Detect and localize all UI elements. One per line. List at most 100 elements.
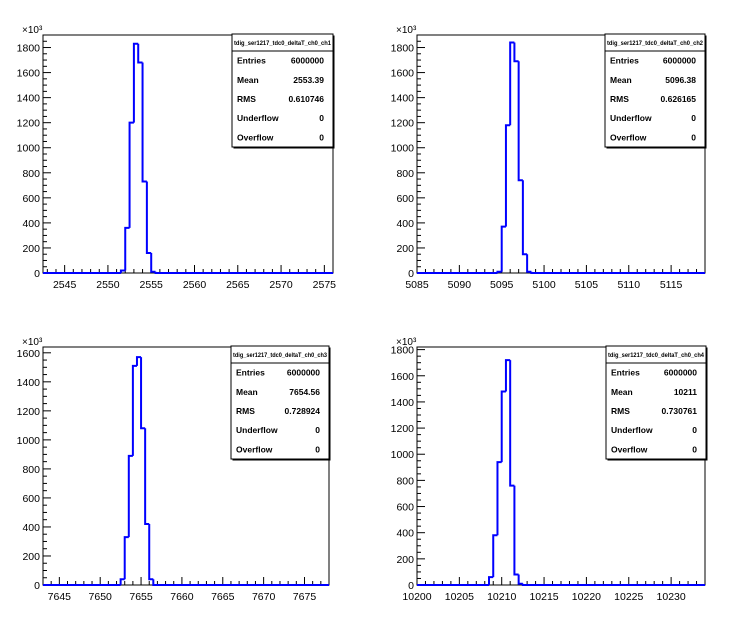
- y-axis-multiplier: ×10³: [396, 337, 417, 348]
- y-tick-label: 1000: [391, 143, 415, 155]
- stats-value: 0.610746: [289, 94, 325, 104]
- histogram-panel: 0 200 400 600 800 1000 1200 1400 1600 1800 10200 10…: [391, 337, 708, 603]
- stats-value: 0.626165: [661, 94, 697, 104]
- x-tick-label: 2545: [53, 279, 77, 291]
- stats-value: 0.730761: [662, 406, 698, 416]
- stats-label: Mean: [236, 387, 258, 397]
- stats-label: Entries: [610, 56, 639, 66]
- histogram-bin: [496, 461, 502, 536]
- stats-label: RMS: [610, 94, 629, 104]
- histogram-bin: [141, 62, 147, 183]
- stats-value: 6000000: [664, 368, 697, 378]
- x-tick-label: 2565: [226, 279, 250, 291]
- histogram-baseline: [154, 271, 333, 274]
- x-tick-label: 10225: [614, 591, 643, 603]
- histogram-bin: [517, 61, 523, 182]
- histogram-bin: [123, 536, 129, 580]
- histogram-bin: [504, 359, 511, 392]
- stats-label: Entries: [237, 56, 266, 66]
- histogram-bin: [492, 534, 498, 578]
- y-tick-label: 800: [22, 464, 40, 476]
- stats-label: Underflow: [237, 113, 279, 123]
- x-tick-label: 7655: [129, 591, 153, 603]
- x-tick-label: 10200: [402, 591, 431, 603]
- x-tick-label: 2560: [183, 279, 207, 291]
- stats-label: Mean: [237, 75, 259, 85]
- stats-value: 0: [691, 132, 696, 142]
- y-tick-label: 1400: [391, 93, 415, 105]
- stats-label: Mean: [610, 75, 632, 85]
- stats-title: tdig_ser1217_tdc0_deltaT_ch0_ch2: [607, 41, 704, 47]
- x-tick-label: 2555: [140, 279, 164, 291]
- y-tick-label: 0: [408, 580, 414, 592]
- histogram-bin: [140, 357, 146, 430]
- stats-label: RMS: [611, 406, 630, 416]
- y-tick-label: 400: [396, 218, 414, 230]
- stats-box: tdig_ser1217_tdc0_deltaT_ch0_ch2 Entries 6…: [604, 33, 707, 149]
- stats-value: 0: [319, 132, 324, 142]
- x-tick-label: 5105: [575, 279, 599, 291]
- x-tick-label: 5100: [532, 279, 556, 291]
- histogram-panel: 0 200 400 600 800 1000 1200 1400 1600 1800 2545 255…: [17, 25, 337, 291]
- y-tick-label: 400: [22, 522, 40, 534]
- histogram-bin: [128, 121, 134, 228]
- x-tick-label: 10220: [572, 591, 601, 603]
- y-tick-label: 1800: [391, 345, 415, 357]
- x-tick-label: 2550: [96, 279, 120, 291]
- stats-title: tdig_ser1217_tdc0_deltaT_ch0_ch3: [233, 353, 328, 359]
- x-tick-label: 7675: [293, 591, 317, 603]
- stats-value: 10211: [674, 387, 697, 397]
- y-tick-label: 600: [396, 193, 414, 205]
- y-tick-label: 1800: [391, 43, 415, 55]
- x-tick-label: 5110: [617, 279, 640, 291]
- x-tick-label: 7645: [48, 591, 72, 603]
- y-tick-label: 800: [396, 168, 414, 180]
- x-tick-label: 7660: [170, 591, 194, 603]
- stats-label: Overflow: [610, 132, 647, 142]
- stats-title: tdig_ser1217_tdc0_deltaT_ch0_ch4: [608, 353, 705, 359]
- y-tick-label: 1200: [391, 423, 415, 435]
- y-tick-label: 1400: [17, 93, 41, 105]
- histogram-bin: [119, 269, 126, 273]
- y-tick-label: 400: [22, 218, 40, 230]
- y-tick-label: 1600: [391, 371, 415, 383]
- histogram-bin: [135, 356, 142, 366]
- histogram-bin: [131, 364, 137, 456]
- stats-label: Overflow: [236, 444, 273, 454]
- y-tick-label: 200: [396, 243, 414, 255]
- histogram-bin: [513, 42, 519, 63]
- histogram-bin: [148, 524, 154, 581]
- x-tick-label: 7670: [252, 591, 276, 603]
- stats-box-frame: [604, 33, 706, 148]
- stats-value: 5096.38: [665, 75, 696, 85]
- y-tick-label: 1400: [17, 377, 41, 389]
- y-tick-label: 200: [22, 243, 40, 255]
- y-tick-label: 400: [396, 528, 414, 540]
- stats-value: 0: [692, 444, 697, 454]
- histogram-bin: [124, 226, 130, 271]
- y-tick-label: 600: [396, 502, 414, 514]
- x-tick-label: 10205: [445, 591, 474, 603]
- y-tick-label: 200: [22, 551, 40, 563]
- histogram-bin: [504, 124, 511, 227]
- histogram-baseline: [152, 579, 329, 586]
- stats-title: tdig_ser1217_tdc0_deltaT_ch0_ch1: [234, 41, 332, 47]
- stats-label: Overflow: [237, 132, 274, 142]
- y-tick-label: 1200: [17, 406, 41, 418]
- y-tick-label: 1600: [17, 348, 41, 360]
- x-tick-label: 5090: [448, 279, 472, 291]
- histogram-bin: [517, 574, 523, 585]
- histogram-baseline: [530, 271, 705, 274]
- stats-box-frame: [231, 33, 334, 148]
- y-tick-label: 600: [22, 193, 40, 205]
- stats-label: Underflow: [236, 425, 278, 435]
- x-tick-label: 5095: [490, 279, 514, 291]
- x-tick-label: 5085: [405, 279, 429, 291]
- y-axis-multiplier: ×10³: [22, 337, 43, 348]
- y-tick-label: 1200: [391, 118, 415, 130]
- x-tick-label: 2575: [313, 279, 337, 291]
- y-tick-label: 1000: [17, 435, 41, 447]
- stats-value: 0: [315, 425, 320, 435]
- stats-label: Mean: [611, 387, 633, 397]
- stats-value: 6000000: [287, 368, 320, 378]
